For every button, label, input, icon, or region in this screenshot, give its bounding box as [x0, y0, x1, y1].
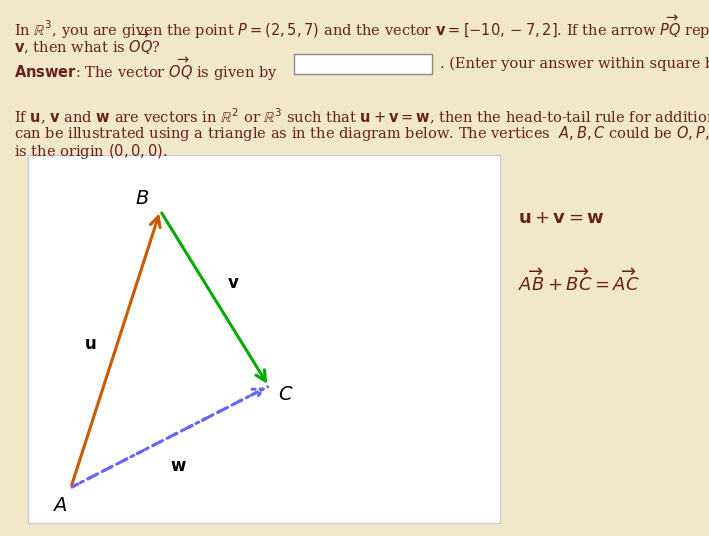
- Text: is the origin $(0, 0, 0)$.: is the origin $(0, 0, 0)$.: [14, 142, 168, 160]
- Text: $B$: $B$: [135, 190, 149, 208]
- Text: $\mathbf{v}$, then what is $\overrightarrow{OQ}$?: $\mathbf{v}$, then what is $\overrightar…: [14, 31, 161, 57]
- Text: can be illustrated using a triangle as in the diagram below. The vertices  $A, B: can be illustrated using a triangle as i…: [14, 124, 709, 143]
- Text: $\mathbf{v}$: $\mathbf{v}$: [227, 276, 240, 292]
- Text: $\mathbf{Answer}$: The vector $\overrightarrow{OQ}$ is given by: $\mathbf{Answer}$: The vector $\overrigh…: [14, 56, 278, 84]
- Text: $\mathbf{w}$: $\mathbf{w}$: [170, 458, 186, 475]
- Text: $\overrightarrow{AB} + \overrightarrow{BC} = \overrightarrow{AC}$: $\overrightarrow{AB} + \overrightarrow{B…: [518, 268, 639, 295]
- Text: In $\mathbb{R}^3$, you are given the point $P = (2, 5, 7)$ and the vector $\math: In $\mathbb{R}^3$, you are given the poi…: [14, 13, 709, 41]
- Text: . (Enter your answer within square brackets.): . (Enter your answer within square brack…: [440, 56, 709, 71]
- FancyBboxPatch shape: [28, 155, 500, 523]
- Text: If $\mathbf{u}$, $\mathbf{v}$ and $\mathbf{w}$ are vectors in $\mathbb{R}^2$ or : If $\mathbf{u}$, $\mathbf{v}$ and $\math…: [14, 107, 709, 128]
- Text: $\mathbf{u} + \mathbf{v} = \mathbf{w}$: $\mathbf{u} + \mathbf{v} = \mathbf{w}$: [518, 209, 604, 227]
- Text: $A$: $A$: [52, 497, 67, 515]
- Text: $C$: $C$: [278, 386, 294, 404]
- FancyBboxPatch shape: [294, 54, 432, 74]
- Text: $\mathbf{u}$: $\mathbf{u}$: [84, 336, 96, 353]
